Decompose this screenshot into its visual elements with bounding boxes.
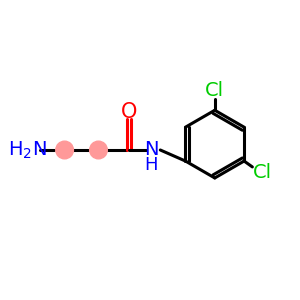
Text: O: O	[121, 102, 138, 122]
Text: Cl: Cl	[205, 81, 224, 100]
Circle shape	[56, 141, 74, 159]
Text: N: N	[144, 140, 159, 160]
Text: Cl: Cl	[253, 163, 272, 182]
Text: H: H	[145, 156, 158, 174]
Text: H$_2$N: H$_2$N	[8, 139, 47, 161]
Circle shape	[90, 141, 107, 159]
